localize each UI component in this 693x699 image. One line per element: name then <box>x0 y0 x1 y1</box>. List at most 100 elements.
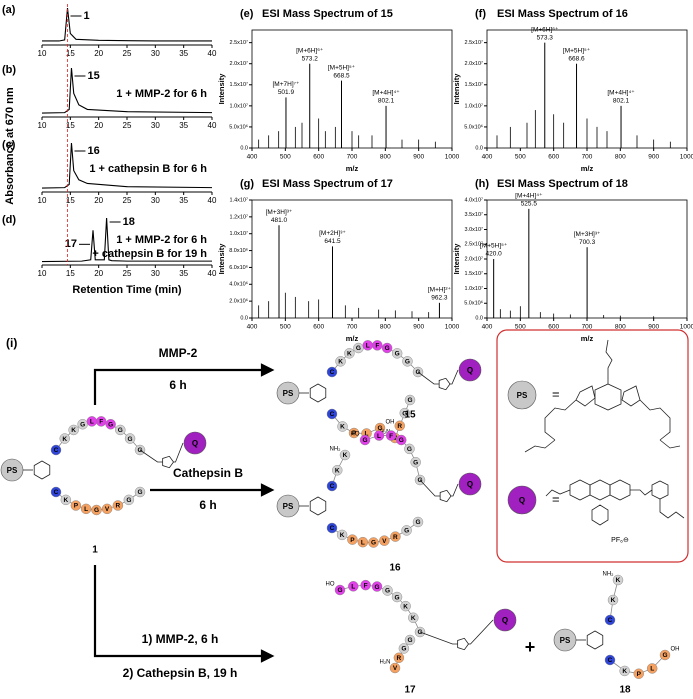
peak-label: [M+2H]³⁺ <box>319 230 346 237</box>
y-tick-label: 2.5x10⁷ <box>229 39 248 46</box>
x-tick-label: 400 <box>247 324 258 331</box>
residue <box>412 516 424 528</box>
residue <box>326 480 338 492</box>
y-tick-label: 1.0x10⁷ <box>229 230 248 237</box>
x-tick-label: 20 <box>94 49 103 58</box>
x-tick-label: 35 <box>179 196 188 205</box>
peak-label: [M+6H]⁶⁺ <box>296 47 324 54</box>
q-unit: Q <box>458 472 482 496</box>
linker <box>139 442 184 463</box>
x-tick-label: 700 <box>582 154 593 161</box>
x-tick-label: 40 <box>208 121 217 130</box>
end-group: OH <box>386 420 395 426</box>
peak-label: [M+6H]⁶⁺ <box>531 26 559 33</box>
end-group: OH <box>671 647 680 653</box>
x-tick-label: 20 <box>94 196 103 205</box>
x-tick-label: 10 <box>38 269 47 278</box>
residue-letter: F <box>99 419 103 426</box>
y-tick-label: 1.0x10⁷ <box>229 102 248 109</box>
residue-letter: G <box>407 637 412 644</box>
panel-label: (c) <box>2 139 16 151</box>
legend-box <box>496 329 689 563</box>
peak-label: [M+5H]⁵⁺ <box>480 243 508 250</box>
residue <box>70 500 82 511</box>
y-tick-label: 2.5x10⁷ <box>464 241 483 248</box>
triazole <box>439 489 452 503</box>
peak-mz: 668.5 <box>333 72 350 79</box>
residue <box>348 427 360 439</box>
residue <box>381 342 393 354</box>
peak-mz: 802.1 <box>613 98 630 105</box>
time-label: 6 h <box>169 378 186 392</box>
x-tick-label: 1000 <box>680 324 693 331</box>
condition: 1 + cathepsin B for 6 h <box>89 163 207 175</box>
residue <box>101 503 113 515</box>
residue <box>385 430 397 441</box>
panel-label: (e) <box>240 8 254 20</box>
residue <box>359 434 371 446</box>
unit-circle <box>493 608 517 632</box>
residue-letter: K <box>335 467 340 474</box>
x-tick-label: 900 <box>413 154 424 161</box>
residue <box>326 366 338 378</box>
trace <box>41 67 213 114</box>
residue-letter: K <box>338 359 343 366</box>
y-tick-label: 1.5x10⁷ <box>229 81 248 88</box>
peak-mz: 573.3 <box>537 34 554 41</box>
chart-title: ESI Mass Spectrum of 18 <box>497 178 628 190</box>
residue <box>646 663 658 674</box>
x-tick-label: 700 <box>582 324 593 331</box>
unit-label: Q <box>467 480 473 489</box>
peak-label: [M+3H]³⁺ <box>266 209 293 216</box>
y-tick-label: 2.0x10⁷ <box>464 255 483 262</box>
residue <box>396 434 407 446</box>
residue-letter: L <box>366 343 370 350</box>
residue-letter: P <box>350 537 355 544</box>
counterion: PF₆⊖ <box>611 537 629 544</box>
residue <box>391 348 403 359</box>
y-tick-label: 1.5x10⁷ <box>464 81 483 88</box>
step-label: 2) Cathepsin B, 19 h <box>123 666 238 680</box>
peak-mz: 525.5 <box>521 201 538 208</box>
x-tick-label: 700 <box>347 324 358 331</box>
peak-label: [M+5H]⁵⁺ <box>328 64 356 71</box>
residue-letter: G <box>404 528 409 535</box>
x-tick-label: 25 <box>123 49 132 58</box>
x-tick-label: 40 <box>208 49 217 58</box>
residue <box>372 340 383 351</box>
peak-mz: 668.6 <box>568 55 585 62</box>
residue-letter: L <box>650 666 654 673</box>
panel-label: (f) <box>475 8 486 20</box>
residue-letter: G <box>405 359 410 366</box>
residue-letter: G <box>94 507 99 514</box>
unit-label: Q <box>519 496 525 505</box>
residue-letter: G <box>395 351 400 358</box>
x-tick-label: 35 <box>179 121 188 130</box>
residue-letter: V <box>393 665 398 672</box>
residue-letter: C <box>54 489 59 496</box>
x-tick-label: 400 <box>482 324 493 331</box>
end-group: HO <box>326 582 335 588</box>
residue <box>368 537 379 548</box>
arrowhead <box>260 649 275 663</box>
y-tick-label: 5.0x10⁶ <box>464 300 483 307</box>
trace <box>41 217 212 263</box>
end-group: HO <box>351 432 360 438</box>
residue-letter: G <box>407 446 412 453</box>
residue <box>336 529 348 541</box>
residue-letter: K <box>611 597 616 604</box>
x-tick-label: 600 <box>548 324 559 331</box>
residue <box>332 465 343 476</box>
residue-letter: K <box>411 615 416 622</box>
residue <box>373 430 385 441</box>
y-tick-label: 1.2x10⁷ <box>229 213 248 220</box>
y-tick-label: 0.0 <box>240 315 248 321</box>
residue <box>360 579 371 591</box>
unit-label: Q <box>502 616 508 625</box>
q-unit: Q <box>458 358 482 382</box>
ps-unit: PS <box>0 458 24 482</box>
residue-letter: C <box>330 369 335 376</box>
y-tick-label: 2.0x10⁶ <box>229 298 248 305</box>
residue-letter: G <box>662 652 667 659</box>
peak-label: [M+H]²⁺ <box>428 287 452 294</box>
